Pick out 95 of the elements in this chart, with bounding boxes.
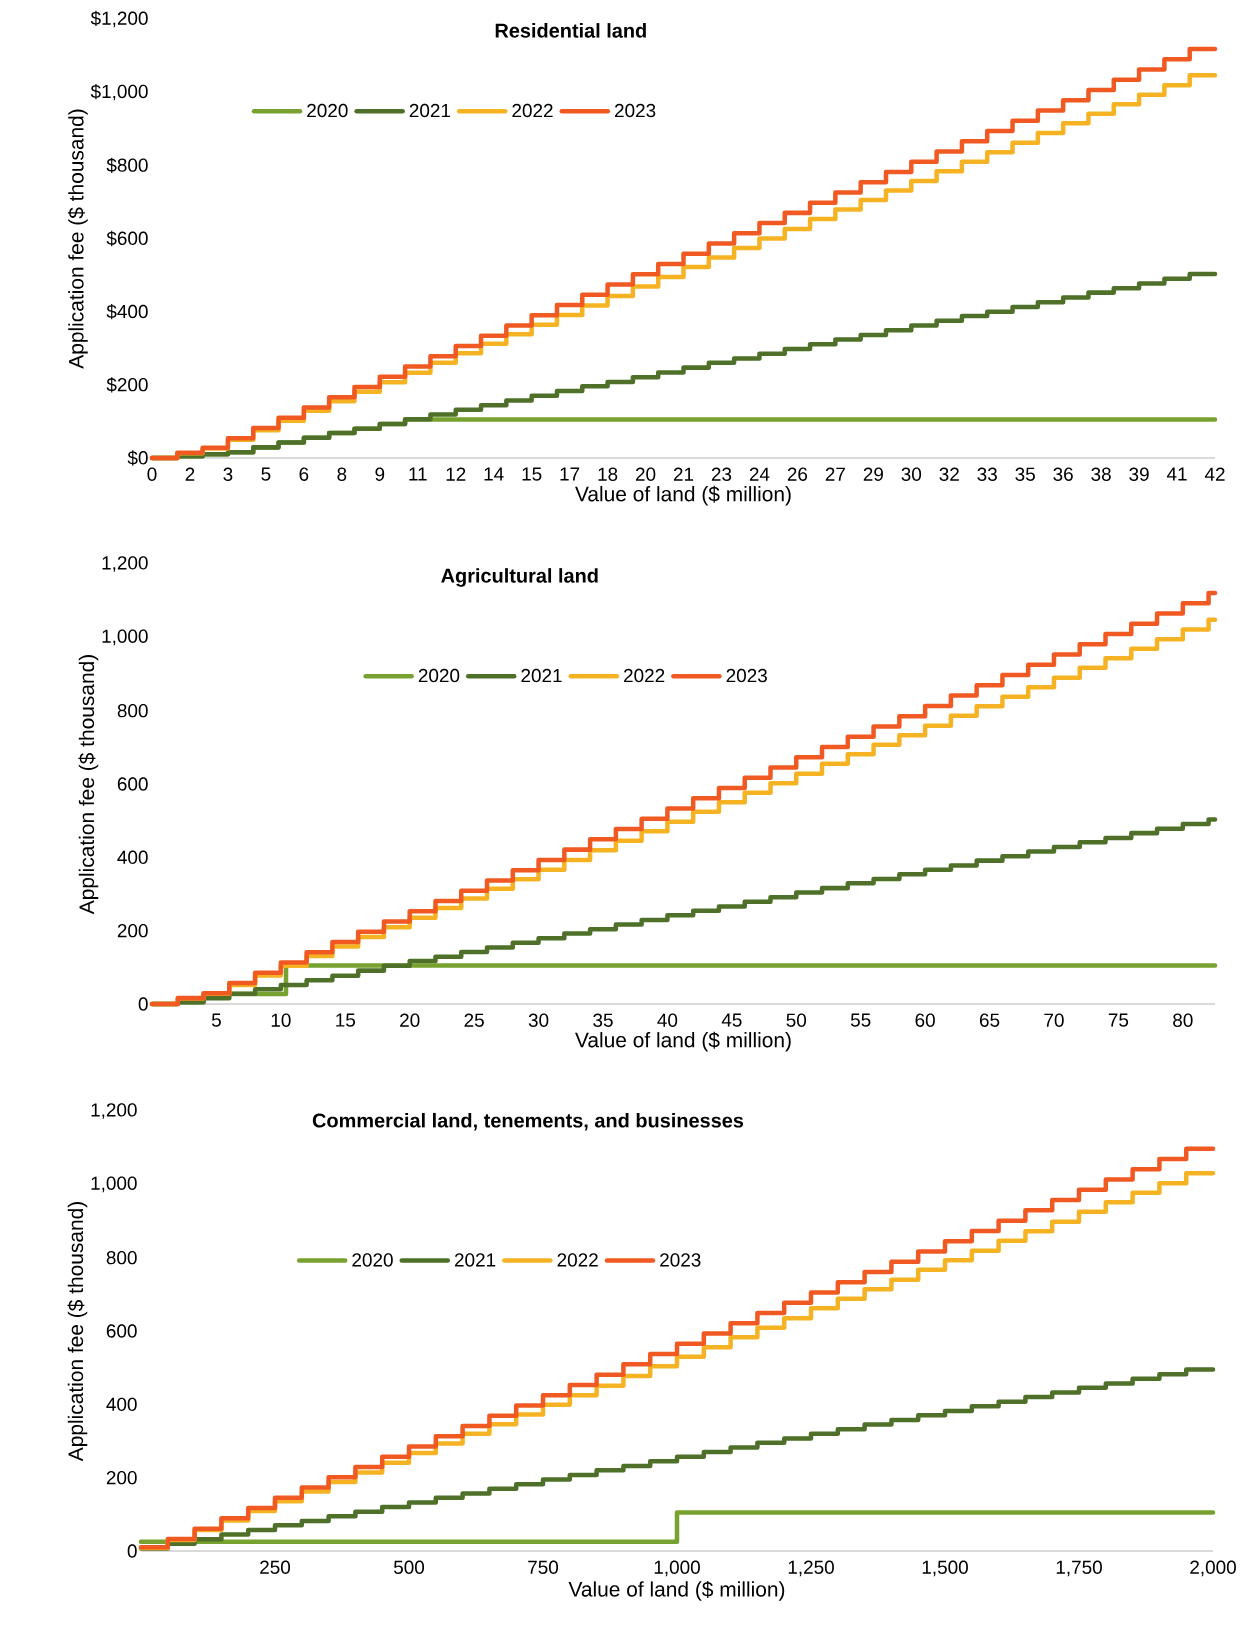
x-tick-label: 39 xyxy=(1129,467,1149,481)
x-tick-label: 5 xyxy=(261,467,271,481)
x-tick-label: 42 xyxy=(1204,467,1225,481)
x-tick-label: 33 xyxy=(977,467,997,481)
x-tick-label: 65 xyxy=(979,1013,1000,1027)
x-tick-label: 20 xyxy=(635,467,656,481)
y-tick-label: 800 xyxy=(106,1250,137,1265)
x-tick-label: 36 xyxy=(1053,467,1073,481)
y-tick-label: $200 xyxy=(106,377,148,393)
legend-label: 2021 xyxy=(521,668,562,683)
x-tick-label: 1,250 xyxy=(788,1560,834,1577)
x-tick-label: 11 xyxy=(409,467,427,481)
x-tick-label: 250 xyxy=(260,1560,291,1574)
y-tick-label: 400 xyxy=(117,850,148,865)
legend-label: 2020 xyxy=(352,1253,393,1267)
legend-label: 2023 xyxy=(660,1253,701,1267)
x-tick-label: 50 xyxy=(786,1013,807,1027)
x-tick-label: 10 xyxy=(271,1013,291,1027)
x-tick-label: 60 xyxy=(915,1013,935,1027)
legend-label: 2020 xyxy=(418,668,460,683)
x-tick-label: 55 xyxy=(850,1013,871,1027)
x-tick-label: 80 xyxy=(1173,1013,1193,1027)
y-axis-title: Application fee ($ thousand) xyxy=(78,655,99,915)
x-tick-label: 1,750 xyxy=(1056,1560,1102,1577)
y-tick-label: $1,000 xyxy=(90,83,148,101)
x-tick-label: 21 xyxy=(673,467,694,481)
y-tick-label: 0 xyxy=(138,997,148,1011)
x-tick-label: 6 xyxy=(299,467,309,481)
y-axis-title: Application fee ($ thousand) xyxy=(67,109,88,369)
x-tick-label: 18 xyxy=(598,467,618,481)
x-tick-label: 35 xyxy=(593,1013,613,1027)
y-tick-label: 200 xyxy=(117,923,148,938)
legend-label: 2023 xyxy=(615,103,656,118)
y-tick-label: $0 xyxy=(127,450,148,466)
x-tick-label: 70 xyxy=(1044,1013,1064,1027)
x-tick-label: 1,500 xyxy=(922,1560,968,1577)
x-tick-label: 40 xyxy=(657,1013,678,1027)
y-tick-label: 400 xyxy=(106,1397,137,1412)
x-tick-label: 35 xyxy=(1015,467,1035,481)
x-tick-label: 20 xyxy=(400,1013,420,1027)
x-tick-label: 3 xyxy=(223,467,233,481)
x-tick-label: 15 xyxy=(336,1013,356,1027)
x-tick-label: 38 xyxy=(1091,467,1111,481)
y-tick-label: 600 xyxy=(106,1324,137,1338)
y-tick-label: $600 xyxy=(106,230,148,247)
x-axis-title: Value of land ($ million) xyxy=(575,485,791,506)
x-tick-label: 14 xyxy=(484,467,504,481)
x-tick-label: 9 xyxy=(375,467,385,481)
chart-title: Agricultural land xyxy=(441,568,598,587)
x-tick-label: 26 xyxy=(787,467,808,481)
x-tick-label: 25 xyxy=(464,1013,484,1027)
x-axis-title: Value of land ($ million) xyxy=(568,1581,785,1601)
x-tick-label: 15 xyxy=(522,467,542,481)
x-tick-label: 32 xyxy=(939,467,959,481)
y-tick-label: 1,200 xyxy=(102,556,148,572)
x-tick-label: 5 xyxy=(211,1013,221,1027)
x-tick-label: 27 xyxy=(825,467,845,481)
x-tick-label: 24 xyxy=(749,467,770,481)
y-tick-label: 1,000 xyxy=(91,1176,137,1193)
x-tick-label: 45 xyxy=(721,1013,742,1027)
x-tick-label: 0 xyxy=(147,467,157,481)
y-tick-label: 800 xyxy=(117,703,148,718)
legend-label: 2022 xyxy=(557,1253,598,1267)
x-tick-label: 1,000 xyxy=(654,1560,700,1577)
legend-label: 2022 xyxy=(512,103,553,118)
legend-label: 2022 xyxy=(624,668,665,683)
x-tick-label: 17 xyxy=(560,467,580,481)
x-tick-label: 500 xyxy=(393,1560,425,1574)
chart-title: Commercial land, tenements, and businesses xyxy=(312,1112,744,1131)
y-tick-label: $1,200 xyxy=(90,10,148,28)
x-tick-label: 750 xyxy=(528,1560,559,1574)
legend-label: 2021 xyxy=(409,103,451,118)
x-tick-label: 8 xyxy=(337,467,347,481)
y-axis-title: Application fee ($ thousand) xyxy=(67,1202,88,1462)
x-tick-label: 2,000 xyxy=(1190,1560,1236,1577)
y-tick-label: $800 xyxy=(106,157,148,173)
chart-title: Residential land xyxy=(495,23,646,38)
x-tick-label: 29 xyxy=(863,467,883,481)
y-tick-label: 600 xyxy=(117,777,148,791)
x-tick-label: 23 xyxy=(711,467,732,481)
legend-label: 2021 xyxy=(454,1253,496,1267)
y-tick-label: 0 xyxy=(127,1544,137,1558)
x-tick-label: 2 xyxy=(185,467,195,481)
x-tick-label: 30 xyxy=(901,467,922,481)
x-tick-label: 30 xyxy=(528,1013,549,1027)
legend-label: 2020 xyxy=(307,103,348,118)
legend-label: 2023 xyxy=(726,668,767,683)
y-tick-label: 200 xyxy=(106,1470,137,1485)
y-tick-label: 1,000 xyxy=(102,629,148,646)
x-axis-title: Value of land ($ million) xyxy=(575,1031,791,1052)
x-tick-label: 41 xyxy=(1166,467,1187,481)
x-tick-label: 12 xyxy=(446,467,466,481)
y-tick-label: $400 xyxy=(106,304,148,320)
y-tick-label: 1,200 xyxy=(91,1103,137,1119)
x-tick-label: 75 xyxy=(1108,1013,1129,1027)
